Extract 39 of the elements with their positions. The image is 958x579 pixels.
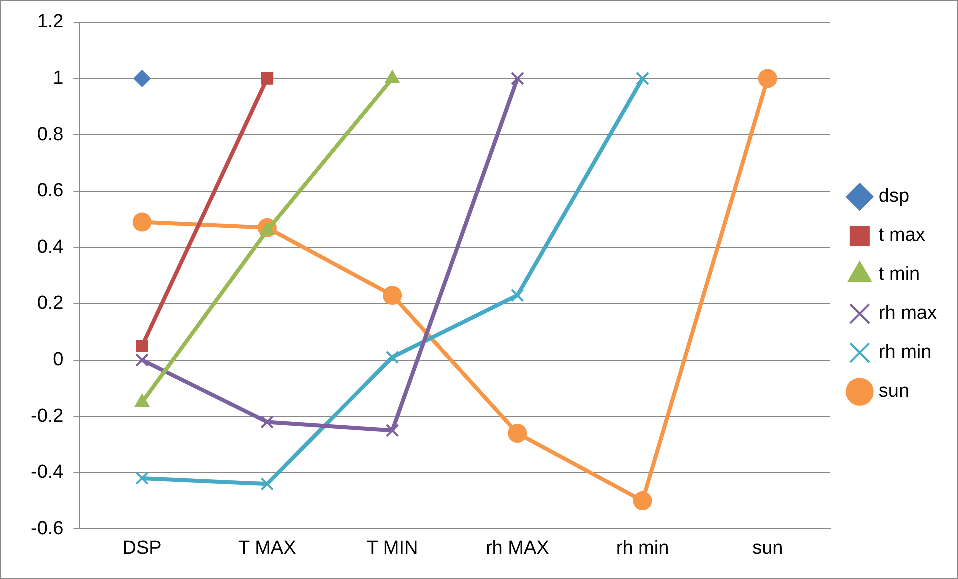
x-tick-label: T MIN — [366, 538, 418, 559]
point — [261, 72, 274, 85]
y-tick-label: 1.2 — [37, 12, 64, 33]
point — [508, 424, 528, 443]
x-tick-label: T MAX — [238, 538, 297, 559]
point — [136, 354, 149, 367]
point — [132, 212, 152, 232]
point — [633, 492, 652, 511]
point — [260, 416, 274, 429]
point — [510, 288, 524, 302]
point — [136, 340, 148, 352]
legend-label: t min — [878, 264, 920, 286]
y-tick-label: 0.2 — [37, 293, 64, 314]
y-tick-label: -0.2 — [30, 406, 64, 427]
y-tick-label: 0 — [53, 350, 64, 370]
y-tick-label: 1 — [53, 68, 64, 89]
legend-label: dsp — [878, 186, 910, 208]
y-tick-label: 0.6 — [37, 180, 64, 202]
x-tick-label: rh min — [616, 538, 670, 559]
point — [758, 69, 778, 88]
y-tick-label: -0.6 — [30, 518, 64, 540]
y-tick-label: 0.4 — [37, 236, 64, 258]
point — [260, 477, 274, 491]
x-tick-label: DSP — [122, 538, 162, 559]
point — [134, 70, 151, 88]
legend-label: sun — [878, 381, 910, 402]
y-tick-label: 0.8 — [37, 124, 64, 146]
point — [386, 350, 400, 364]
point — [510, 72, 524, 86]
point — [386, 424, 400, 438]
legend-label: t max — [878, 225, 926, 246]
y-tick-label: -0.4 — [30, 462, 64, 484]
point — [136, 472, 149, 486]
legend-label: rh max — [878, 303, 938, 324]
legend-label: rh min — [878, 342, 932, 364]
x-tick-label: rh MAX — [486, 538, 550, 559]
x-tick-label: sun — [752, 538, 784, 559]
point — [383, 286, 402, 306]
point — [636, 72, 650, 86]
